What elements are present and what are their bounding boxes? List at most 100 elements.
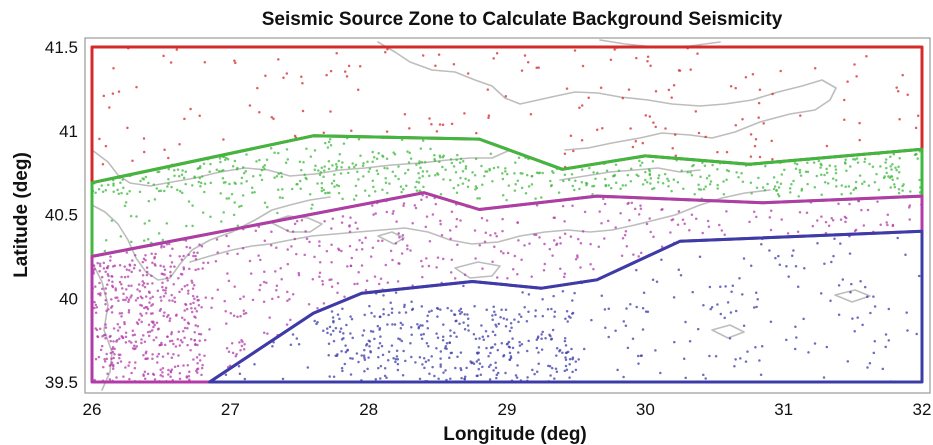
earthquake-point bbox=[626, 202, 629, 205]
earthquake-point bbox=[654, 349, 657, 352]
earthquake-point bbox=[147, 290, 151, 293]
earthquake-point bbox=[357, 270, 360, 274]
earthquake-point bbox=[289, 318, 292, 322]
earthquake-point bbox=[104, 326, 108, 329]
plot-area bbox=[84, 37, 931, 394]
earthquake-point bbox=[171, 299, 174, 302]
earthquake-point bbox=[570, 172, 574, 176]
earthquake-point bbox=[421, 139, 425, 142]
earthquake-point bbox=[144, 259, 147, 262]
earthquake-point bbox=[368, 344, 371, 348]
earthquake-point bbox=[198, 359, 202, 362]
earthquake-point bbox=[777, 254, 780, 258]
earthquake-point bbox=[265, 158, 269, 161]
earthquake-point bbox=[340, 249, 343, 253]
earthquake-point bbox=[172, 282, 175, 286]
earthquake-point bbox=[235, 353, 238, 356]
earthquake-point bbox=[439, 357, 442, 360]
earthquake-point bbox=[301, 82, 304, 85]
earthquake-point bbox=[163, 148, 166, 151]
earthquake-point bbox=[425, 342, 429, 345]
earthquake-point bbox=[402, 202, 406, 205]
earthquake-point bbox=[173, 296, 176, 299]
earthquake-point bbox=[134, 340, 138, 344]
earthquake-point bbox=[849, 192, 853, 195]
earthquake-point bbox=[120, 312, 124, 315]
earthquake-point bbox=[306, 366, 310, 369]
earthquake-point bbox=[550, 366, 554, 370]
earthquake-point bbox=[404, 359, 407, 363]
earthquake-point bbox=[639, 251, 643, 255]
earthquake-point bbox=[477, 367, 481, 371]
earthquake-point bbox=[530, 275, 533, 278]
earthquake-point bbox=[227, 279, 231, 283]
earthquake-point bbox=[331, 164, 334, 167]
earthquake-point bbox=[505, 318, 509, 321]
earthquake-point bbox=[517, 351, 520, 354]
earthquake-point bbox=[589, 262, 592, 266]
earthquake-point bbox=[122, 298, 125, 302]
earthquake-point bbox=[441, 257, 445, 261]
earthquake-point bbox=[491, 330, 495, 334]
earthquake-point bbox=[604, 183, 608, 187]
earthquake-point bbox=[94, 311, 98, 314]
earthquake-point bbox=[463, 375, 467, 379]
earthquake-point bbox=[119, 360, 123, 363]
earthquake-point bbox=[371, 160, 374, 163]
earthquake-point bbox=[168, 299, 171, 302]
earthquake-point bbox=[581, 64, 585, 68]
earthquake-point bbox=[387, 350, 391, 353]
earthquake-point bbox=[534, 197, 537, 200]
earthquake-point bbox=[419, 324, 422, 327]
earthquake-point bbox=[105, 352, 108, 356]
earthquake-point bbox=[513, 254, 517, 258]
earthquake-point bbox=[115, 339, 119, 342]
earthquake-point bbox=[310, 207, 313, 210]
earthquake-point bbox=[161, 355, 165, 358]
earthquake-point bbox=[644, 170, 647, 174]
earthquake-point bbox=[218, 157, 222, 160]
earthquake-point bbox=[565, 310, 569, 313]
earthquake-point bbox=[169, 265, 172, 268]
earthquake-point bbox=[540, 333, 543, 336]
earthquake-point bbox=[591, 185, 594, 188]
y-axis-label: Latitude (deg) bbox=[11, 152, 32, 278]
earthquake-point bbox=[328, 191, 331, 195]
earthquake-point bbox=[104, 239, 108, 242]
earthquake-point bbox=[580, 138, 584, 142]
earthquake-point bbox=[771, 92, 774, 96]
earthquake-point bbox=[466, 317, 470, 321]
earthquake-point bbox=[107, 308, 110, 311]
earthquake-point bbox=[908, 218, 911, 221]
earthquake-point bbox=[154, 264, 157, 267]
earthquake-point bbox=[258, 110, 261, 114]
earthquake-point bbox=[330, 285, 334, 289]
earthquake-point bbox=[709, 307, 712, 311]
earthquake-point bbox=[151, 353, 154, 356]
earthquake-point bbox=[396, 362, 400, 366]
earthquake-point bbox=[329, 333, 333, 336]
earthquake-point bbox=[382, 307, 385, 311]
earthquake-point bbox=[351, 162, 354, 165]
earthquake-point bbox=[453, 331, 456, 335]
earthquake-point bbox=[667, 179, 670, 183]
earthquake-point bbox=[769, 228, 773, 232]
earthquake-point bbox=[293, 134, 297, 138]
earthquake-point bbox=[344, 344, 347, 347]
earthquake-point bbox=[184, 170, 188, 174]
earthquake-point bbox=[844, 185, 847, 188]
earthquake-point bbox=[421, 363, 424, 366]
earthquake-point bbox=[157, 189, 161, 193]
earthquake-point bbox=[693, 193, 696, 196]
earthquake-point bbox=[759, 373, 763, 376]
earthquake-point bbox=[622, 320, 626, 323]
earthquake-point bbox=[437, 377, 440, 381]
earthquake-point bbox=[281, 377, 285, 381]
earthquake-point bbox=[316, 182, 319, 185]
earthquake-point bbox=[151, 282, 154, 285]
x-axis-ticks: 26 27 28 29 30 31 32 bbox=[83, 400, 932, 419]
earthquake-point bbox=[295, 183, 298, 186]
earthquake-point bbox=[333, 185, 336, 188]
earthquake-point bbox=[277, 295, 280, 299]
earthquake-point bbox=[537, 362, 540, 366]
